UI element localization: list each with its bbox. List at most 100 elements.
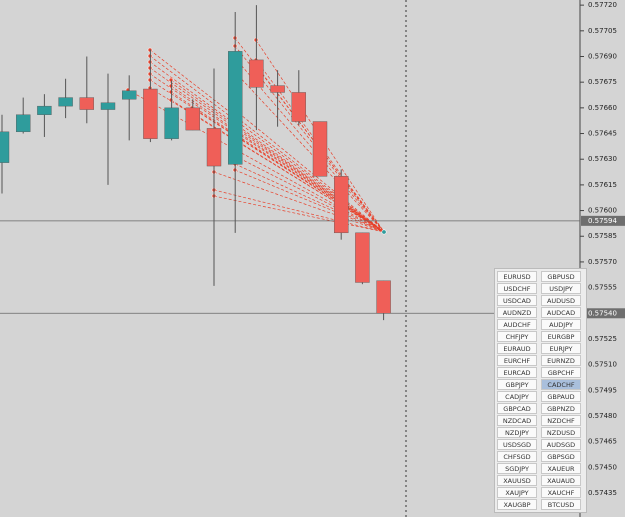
- symbol-button[interactable]: CADJPY: [497, 391, 537, 402]
- symbol-button[interactable]: BTCUSD: [541, 499, 581, 510]
- symbol-button[interactable]: GBPUSD: [541, 271, 581, 282]
- candle-body: [334, 176, 349, 234]
- candle-body: [143, 88, 158, 139]
- symbol-button[interactable]: XAUAUD: [541, 475, 581, 486]
- order-line: [170, 99, 385, 233]
- symbol-button[interactable]: XAUUSD: [497, 475, 537, 486]
- symbol-button[interactable]: CHFJPY: [497, 331, 537, 342]
- order-line: [234, 71, 385, 233]
- order-point: [168, 77, 174, 83]
- candle-body: [100, 102, 116, 110]
- order-line: [149, 61, 385, 233]
- order-point: [168, 97, 174, 103]
- symbol-button[interactable]: USDSGD: [497, 439, 537, 450]
- symbol-button[interactable]: AUDUSD: [541, 295, 581, 306]
- symbol-button[interactable]: XAUEUR: [541, 463, 581, 474]
- order-line: [149, 67, 385, 233]
- order-point: [168, 89, 174, 95]
- symbol-button[interactable]: XAUGBP: [497, 499, 537, 510]
- order-line: [149, 49, 385, 233]
- y-tick-label: 0.57480: [588, 412, 617, 420]
- candle-body: [249, 59, 264, 88]
- target-point: [381, 229, 387, 235]
- candle-body: [376, 280, 391, 314]
- y-tick-label: 0.57645: [588, 130, 617, 138]
- symbol-button[interactable]: USDJPY: [541, 283, 581, 294]
- y-tick-label: 0.57495: [588, 386, 617, 394]
- symbol-button[interactable]: NZDUSD: [541, 427, 581, 438]
- price-label-bg: [581, 308, 625, 319]
- order-line: [234, 57, 385, 233]
- symbol-button[interactable]: USDCAD: [497, 295, 537, 306]
- symbol-button[interactable]: NZDCHF: [541, 415, 581, 426]
- y-tick-label: 0.57555: [588, 284, 617, 292]
- candle-body: [312, 121, 328, 177]
- candle-body: [164, 107, 179, 139]
- y-tick-label: 0.57465: [588, 438, 617, 446]
- symbol-button[interactable]: XAUCHF: [541, 487, 581, 498]
- y-tick-label: 0.57510: [588, 361, 617, 369]
- symbol-button[interactable]: CHFSGD: [497, 451, 537, 462]
- order-line: [213, 195, 385, 233]
- symbol-button[interactable]: EURGBP: [541, 331, 581, 342]
- candle-body: [291, 92, 306, 122]
- symbol-button[interactable]: EURNZD: [541, 355, 581, 366]
- order-line: [149, 87, 385, 233]
- symbol-button[interactable]: AUDCHF: [497, 319, 537, 330]
- symbol-button[interactable]: XAUJPY: [497, 487, 537, 498]
- price-label: 0.57594: [588, 217, 617, 225]
- order-line: [234, 109, 385, 233]
- candle-body: [270, 85, 285, 93]
- symbol-button[interactable]: GBPAUD: [541, 391, 581, 402]
- symbol-button[interactable]: EURUSD: [497, 271, 537, 282]
- symbol-button[interactable]: GBPJPY: [497, 379, 537, 390]
- y-tick-label: 0.57585: [588, 232, 617, 240]
- order-line: [234, 155, 385, 233]
- y-tick-label: 0.57675: [588, 78, 617, 86]
- y-tick-label: 0.57690: [588, 52, 617, 60]
- symbol-button[interactable]: CADCHF: [541, 379, 581, 390]
- symbol-button[interactable]: AUDNZD: [497, 307, 537, 318]
- symbol-button[interactable]: EURCAD: [497, 367, 537, 378]
- y-tick-label: 0.57435: [588, 489, 617, 497]
- symbol-button[interactable]: SGDJPY: [497, 463, 537, 474]
- candle-body: [185, 107, 201, 131]
- price-label-bg: [581, 215, 625, 226]
- symbol-button[interactable]: AUDJPY: [541, 319, 581, 330]
- symbol-button[interactable]: NZDCAD: [497, 415, 537, 426]
- order-line: [127, 89, 385, 233]
- symbol-button[interactable]: AUDSGD: [541, 439, 581, 450]
- candle-body: [37, 105, 52, 115]
- symbol-button[interactable]: AUDCAD: [541, 307, 581, 318]
- candle-body: [121, 90, 137, 100]
- candle-body: [0, 131, 10, 163]
- price-label: 0.57540: [588, 309, 617, 317]
- symbol-button[interactable]: NZDJPY: [497, 427, 537, 438]
- candle-body: [16, 114, 31, 133]
- symbol-button[interactable]: GBPCHF: [541, 367, 581, 378]
- y-tick-label: 0.57630: [588, 155, 617, 163]
- symbol-button[interactable]: GBPNZD: [541, 403, 581, 414]
- symbol-button[interactable]: EURCHF: [497, 355, 537, 366]
- order-line: [213, 171, 385, 233]
- y-tick-label: 0.57525: [588, 335, 617, 343]
- order-line: [234, 169, 385, 233]
- order-line: [170, 79, 385, 233]
- y-tick-label: 0.57600: [588, 207, 617, 215]
- symbol-button[interactable]: USDCHF: [497, 283, 537, 294]
- order-line: [213, 189, 385, 233]
- symbol-button[interactable]: EURAUD: [497, 343, 537, 354]
- symbol-button[interactable]: GBPCAD: [497, 403, 537, 414]
- symbol-button[interactable]: EURJPY: [541, 343, 581, 354]
- symbol-panel: EURUSD GBPUSD USDCHF USDJPY USDCAD AUDUSD AUDN…: [494, 268, 587, 513]
- y-tick-label: 0.57720: [588, 1, 617, 9]
- candle-body: [58, 97, 73, 107]
- y-tick-label: 0.57705: [588, 27, 617, 35]
- order-line: [191, 107, 385, 233]
- order-line: [170, 85, 385, 233]
- order-point: [168, 83, 174, 89]
- y-tick-label: 0.57570: [588, 258, 617, 266]
- symbol-button[interactable]: GBPSGD: [541, 451, 581, 462]
